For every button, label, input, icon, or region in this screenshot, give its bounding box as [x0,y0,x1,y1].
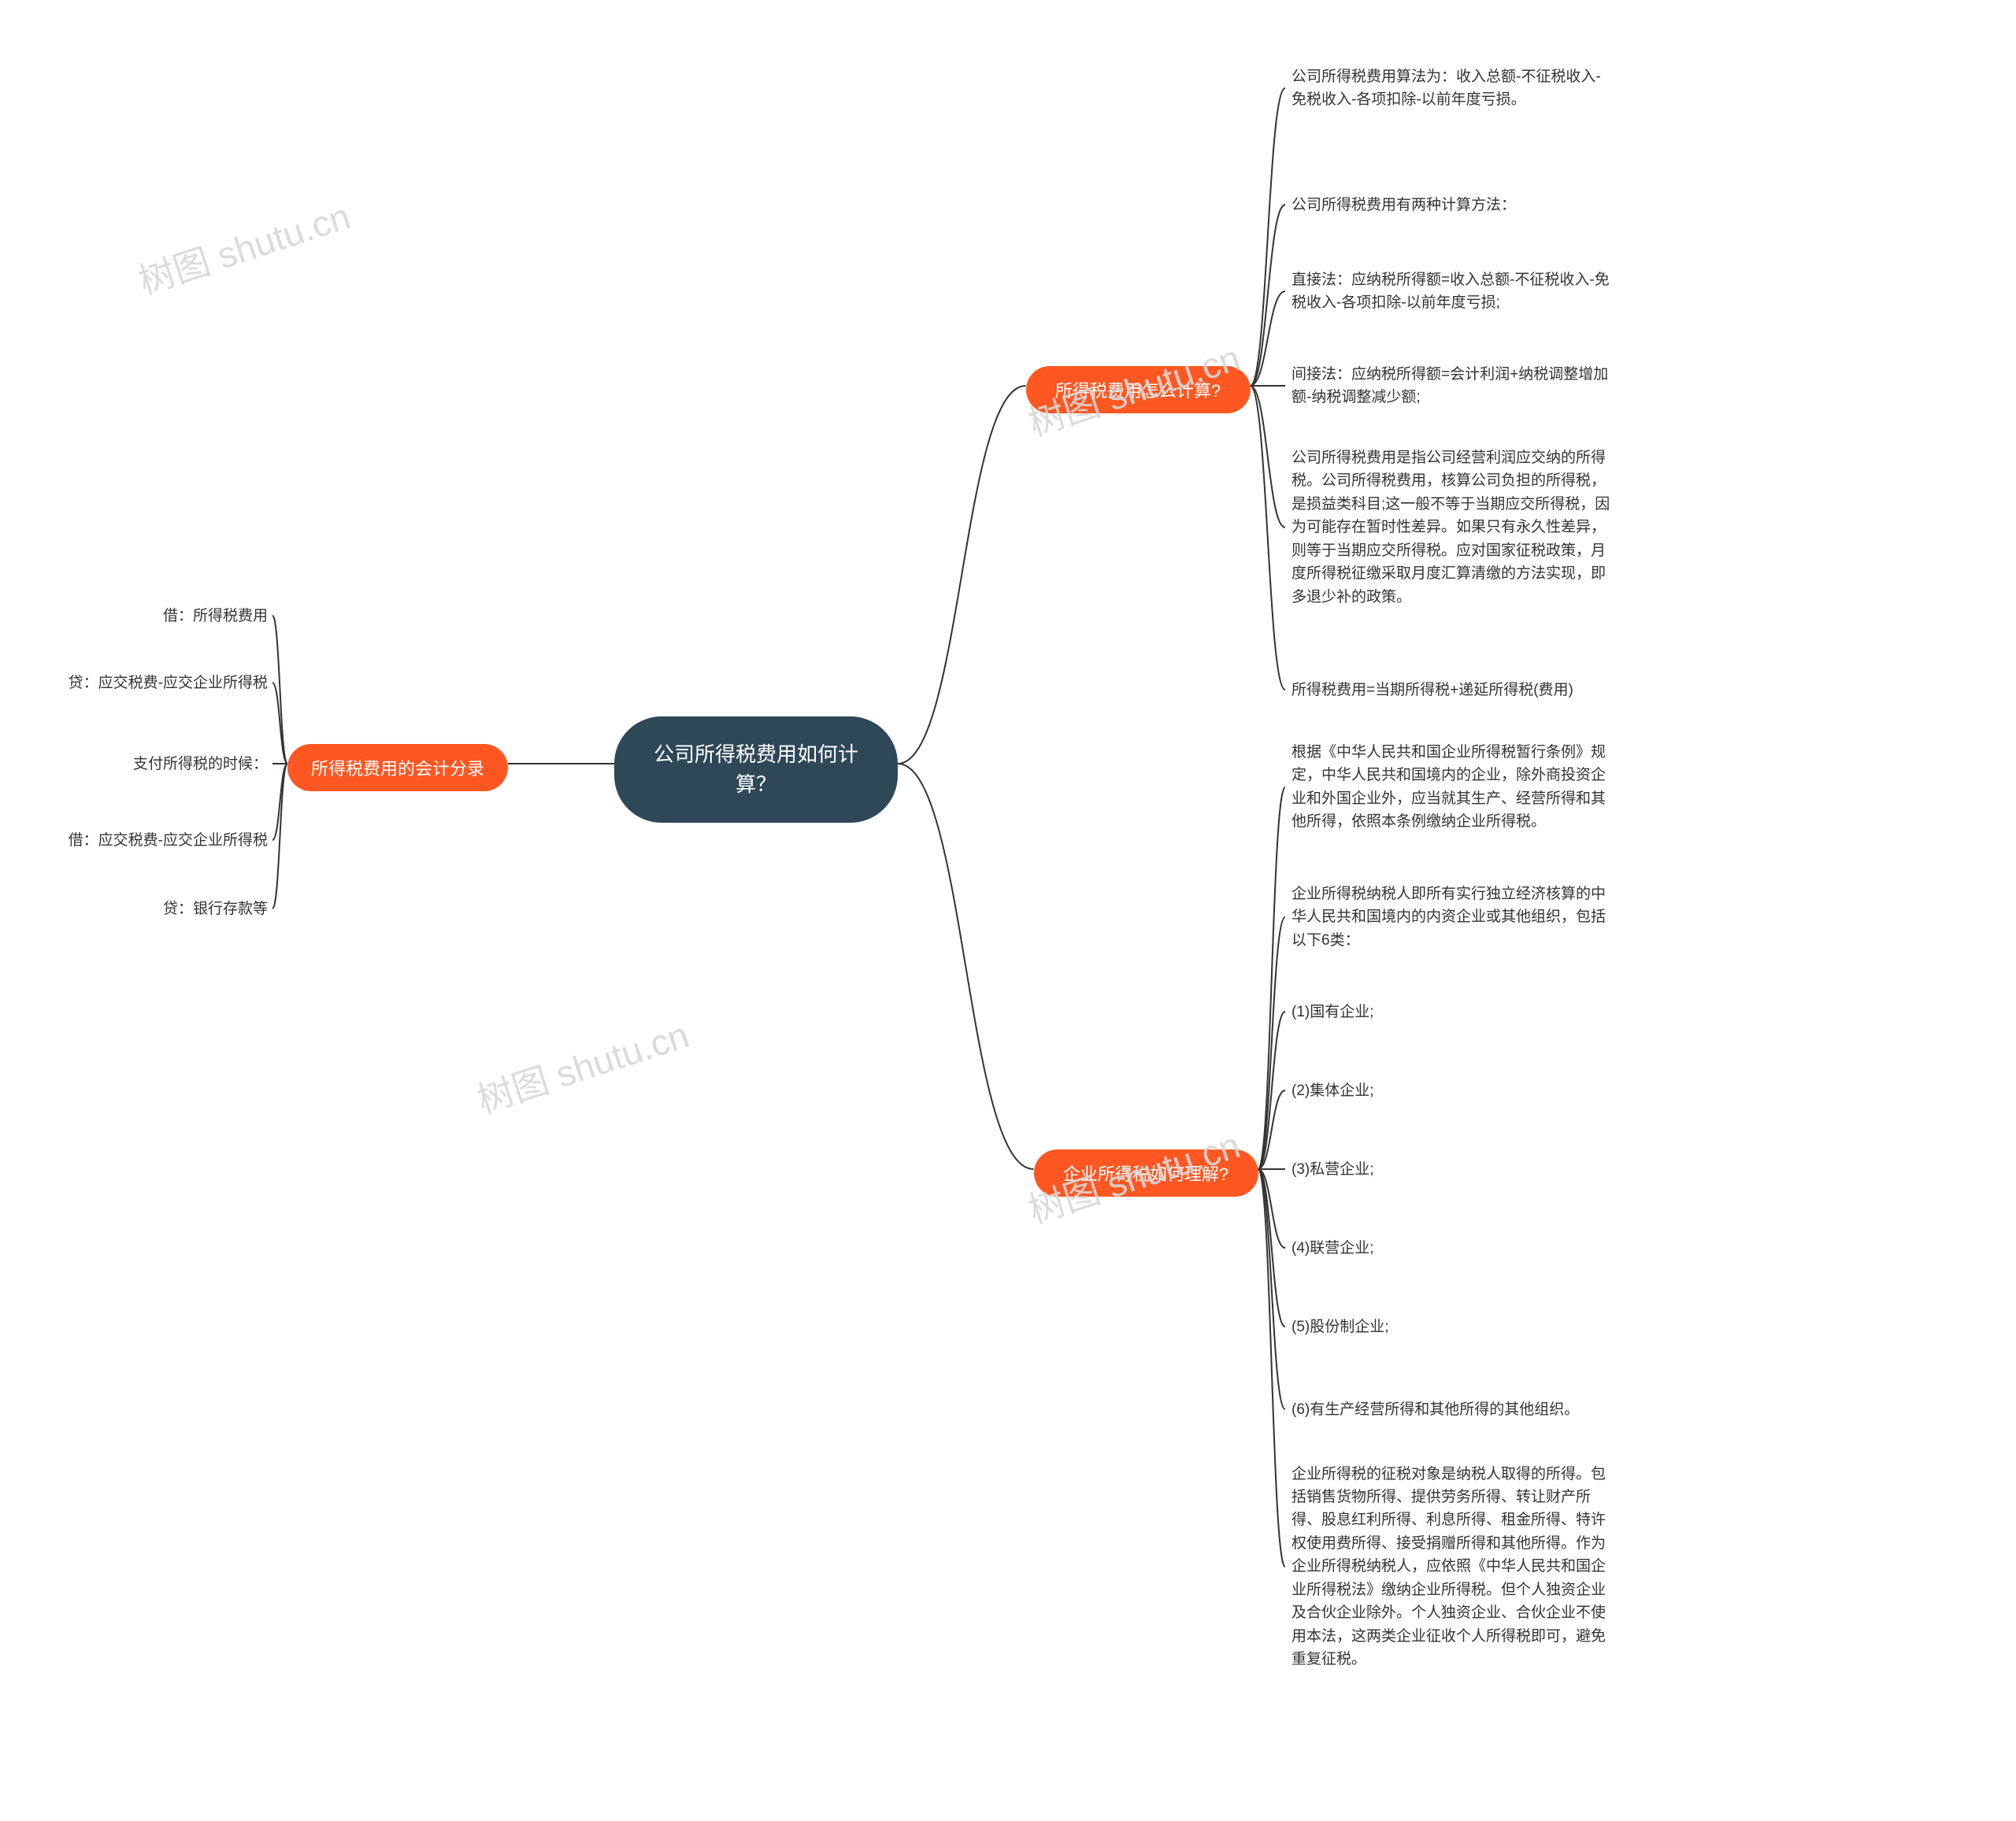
leaf-item: (6)有生产经营所得和其他所得的其他组织。 [1292,1398,1579,1421]
leaf-item: 企业所得税的征税对象是纳税人取得的所得。包括销售货物所得、提供劳务所得、转让财产… [1292,1463,1610,1671]
leaf-item: 贷：银行存款等 [163,898,268,920]
branch-label: 企业所得税如何理解? [1063,1160,1228,1186]
leaf-item: 公司所得税费用是指公司经营利润应交纳的所得税。公司所得税费用，核算公司负担的所得… [1292,446,1610,609]
root-label: 公司所得税费用如何计算？ [650,740,862,799]
watermark: 树图 shutu.cn [132,188,356,305]
leaf-item: 借：所得税费用 [163,605,268,627]
leaf-item: 企业所得税纳税人即所有实行独立经济核算的中华人民共和国境内的内资企业或其他组织，… [1292,883,1610,952]
leaf-item: 借：应交税费-应交企业所得税 [69,829,268,852]
leaf-item: 所得税费用=当期所得税+递延所得税(费用) [1292,679,1573,701]
leaf-item: 直接法：应纳税所得额=收入总额-不征税收入-免税收入-各项扣除-以前年度亏损; [1292,268,1610,315]
branch-how-to-calculate[interactable]: 所得税费用怎么计算? [1026,366,1251,413]
leaf-item: 贷：应交税费-应交企业所得税 [69,672,268,694]
leaf-item: 间接法：应纳税所得额=会计利润+纳税调整增加额-纳税调整减少额; [1292,363,1610,409]
leaf-item: (3)私营企业; [1292,1158,1374,1181]
branch-enterprise-tax-understanding[interactable]: 企业所得税如何理解? [1034,1149,1258,1197]
leaf-item: (5)股份制企业; [1292,1316,1389,1338]
leaf-item: 支付所得税的时候： [133,753,268,775]
root-node[interactable]: 公司所得税费用如何计算？ [614,716,898,823]
leaf-item: 根据《中华人民共和国企业所得税暂行条例》规定，中华人民共和国境内的企业，除外商投… [1292,741,1610,834]
watermark: 树图 shutu.cn [470,1007,695,1124]
leaf-item: 公司所得税费用算法为：收入总额-不征税收入-免税收入-各项扣除-以前年度亏损。 [1292,65,1610,112]
connector-layer [0,0,2016,1821]
branch-accounting-entries[interactable]: 所得税费用的会计分录 [287,744,508,791]
leaf-item: (1)国有企业; [1292,1001,1374,1023]
leaf-item: (2)集体企业; [1292,1079,1374,1102]
leaf-item: 公司所得税费用有两种计算方法： [1292,194,1516,217]
branch-label: 所得税费用怎么计算? [1055,377,1221,402]
branch-label: 所得税费用的会计分录 [311,755,484,780]
leaf-item: (4)联营企业; [1292,1237,1374,1260]
